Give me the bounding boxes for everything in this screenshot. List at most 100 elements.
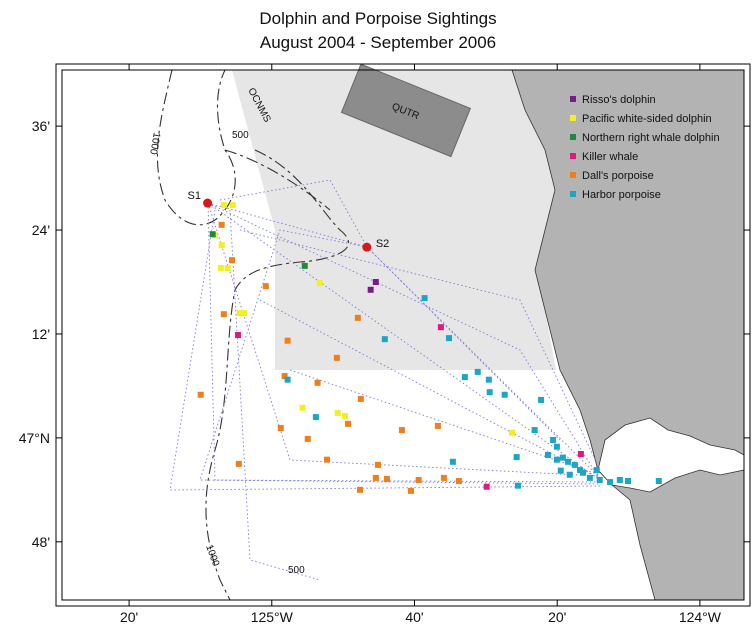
sighting	[333, 354, 340, 361]
map-frame-outer	[55, 63, 751, 607]
sighting	[334, 409, 341, 416]
contour-label: 1000	[147, 131, 162, 155]
sighting	[508, 429, 515, 436]
stations: S1 S2	[188, 190, 389, 252]
station	[203, 198, 213, 208]
legend-label: Dall's porpoise	[582, 170, 654, 182]
sighting	[544, 452, 551, 459]
sighting	[434, 422, 441, 429]
sighting	[367, 286, 374, 293]
sighting	[398, 427, 405, 434]
sighting	[655, 478, 662, 485]
y-tick-label: 48'	[32, 534, 50, 550]
sighting	[218, 221, 225, 228]
sighting	[421, 295, 428, 302]
sighting	[531, 427, 538, 434]
sighting	[284, 376, 291, 383]
sighting	[383, 475, 390, 482]
sighting	[284, 337, 291, 344]
sighting	[344, 420, 351, 427]
sighting	[324, 456, 331, 463]
sighting-marks	[197, 202, 662, 494]
sighting	[235, 460, 242, 467]
legend-label: Killer whale	[582, 151, 638, 163]
legend-label: Northern right whale dolphin	[582, 132, 720, 144]
legend-swatch	[570, 191, 576, 197]
sighting	[559, 454, 566, 461]
sighting	[354, 314, 361, 321]
sighting	[299, 404, 306, 411]
legend-swatch	[570, 153, 576, 159]
x-tick-label: 20'	[120, 609, 138, 625]
sighting	[440, 474, 447, 481]
x-tick-label: 20'	[548, 609, 566, 625]
x-tick-label: 125°W	[251, 609, 294, 625]
y-tick-label: 47°N	[19, 430, 50, 446]
sighting	[624, 478, 631, 485]
sighting	[209, 231, 216, 238]
sighting	[449, 458, 456, 465]
sighting	[513, 454, 520, 461]
sighting	[234, 332, 241, 338]
sighting	[372, 474, 379, 481]
y-tick-label: 36'	[32, 118, 50, 134]
sighting	[224, 264, 231, 271]
sighting	[606, 479, 613, 486]
contour-line	[156, 69, 236, 226]
legend-swatch	[570, 115, 576, 121]
sighting	[229, 202, 236, 209]
sighting	[571, 461, 578, 468]
sighting	[316, 280, 323, 287]
station-label: S1	[188, 190, 201, 202]
contour-line	[205, 149, 349, 601]
sighting	[301, 262, 308, 269]
sighting	[217, 264, 224, 271]
sighting	[485, 376, 492, 383]
sighting	[415, 476, 422, 483]
sighting	[553, 456, 560, 463]
legend-label: Risso's dolphin	[582, 94, 656, 106]
sighting	[586, 474, 593, 481]
sighting	[281, 373, 288, 380]
contour-label: 500	[288, 565, 305, 576]
x-tick-label: 124°W	[679, 609, 722, 625]
sighting	[314, 379, 321, 386]
sighting	[236, 310, 243, 317]
legend-label: Harbor porpoise	[582, 189, 661, 201]
x-tick-label: 40'	[405, 609, 423, 625]
sighting	[228, 257, 235, 264]
sanctuary-area	[232, 70, 556, 370]
axes: 20' 125°W 40' 20' 124°W 48' 47°N 12' 24' 36'	[19, 64, 750, 625]
sighting	[565, 458, 572, 465]
sighting	[616, 476, 623, 483]
sighting	[374, 461, 381, 468]
sighting	[277, 425, 284, 432]
sighting	[483, 483, 490, 490]
sighting	[240, 310, 247, 317]
title-line: Dolphin and Porpoise Sightings	[259, 9, 496, 28]
sighting	[304, 435, 311, 442]
sighting	[381, 336, 388, 343]
y-tick-label: 24'	[32, 222, 50, 238]
sighting	[514, 482, 521, 489]
sighting	[596, 476, 603, 483]
sighting	[580, 469, 587, 476]
legend-swatch	[570, 134, 576, 140]
legend-label: Pacific white-sided dolphin	[582, 113, 712, 125]
sighting	[357, 395, 364, 402]
qutr-area	[340, 63, 472, 158]
sighting	[593, 467, 600, 474]
station-label: S2	[376, 238, 389, 250]
sighting	[218, 242, 225, 249]
legend-swatch	[570, 172, 576, 178]
sighting	[197, 391, 204, 398]
sighting	[501, 391, 508, 398]
station	[362, 242, 372, 252]
sighting	[577, 450, 584, 457]
sighting	[538, 396, 545, 403]
sighting	[486, 389, 493, 396]
sighting	[437, 324, 444, 331]
sighting	[372, 279, 379, 285]
